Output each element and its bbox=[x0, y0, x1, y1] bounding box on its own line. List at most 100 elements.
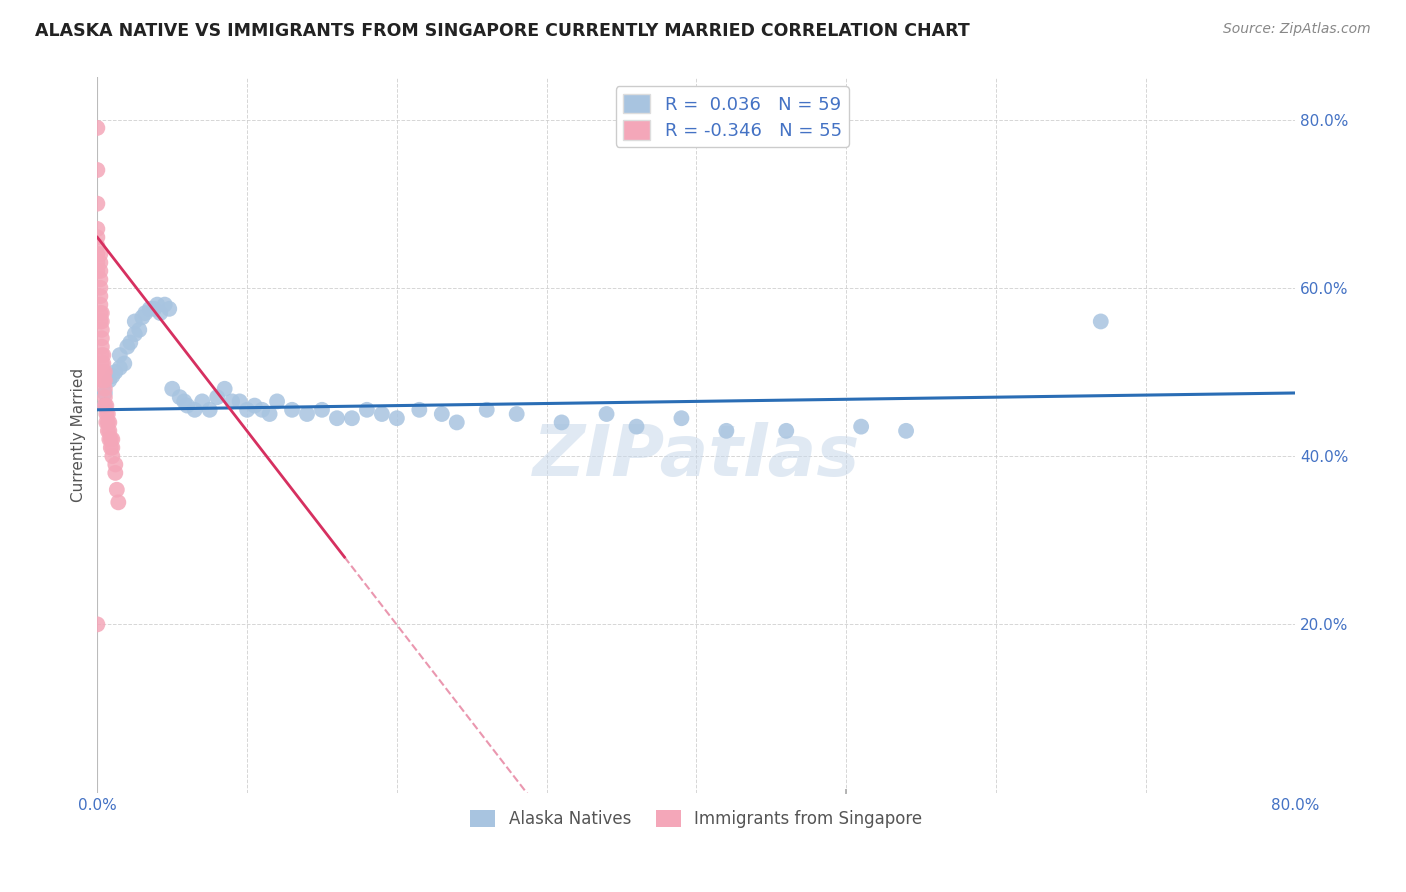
Point bbox=[146, 298, 169, 312]
Point bbox=[259, 407, 281, 421]
Point bbox=[505, 407, 527, 421]
Point bbox=[108, 348, 131, 362]
Point bbox=[340, 411, 363, 425]
Point bbox=[104, 365, 127, 379]
Point bbox=[89, 289, 111, 303]
Point bbox=[86, 255, 108, 269]
Point bbox=[93, 373, 115, 387]
Point bbox=[96, 416, 118, 430]
Point bbox=[108, 360, 131, 375]
Point bbox=[86, 617, 108, 632]
Text: Source: ZipAtlas.com: Source: ZipAtlas.com bbox=[1223, 22, 1371, 37]
Point bbox=[107, 495, 129, 509]
Text: ZIPatlas: ZIPatlas bbox=[533, 422, 860, 491]
Point bbox=[550, 416, 572, 430]
Point bbox=[89, 306, 111, 320]
Point bbox=[117, 340, 139, 354]
Point bbox=[198, 402, 221, 417]
Point bbox=[86, 238, 108, 252]
Point bbox=[243, 399, 266, 413]
Point bbox=[446, 416, 468, 430]
Point bbox=[595, 407, 617, 421]
Point bbox=[149, 306, 172, 320]
Point bbox=[86, 163, 108, 178]
Point bbox=[89, 255, 111, 269]
Point bbox=[90, 323, 112, 337]
Point bbox=[101, 432, 124, 446]
Point bbox=[326, 411, 349, 425]
Point bbox=[100, 432, 122, 446]
Point bbox=[93, 365, 115, 379]
Point bbox=[311, 402, 333, 417]
Point bbox=[86, 230, 108, 244]
Point bbox=[94, 390, 117, 404]
Text: ALASKA NATIVE VS IMMIGRANTS FROM SINGAPORE CURRENTLY MARRIED CORRELATION CHART: ALASKA NATIVE VS IMMIGRANTS FROM SINGAPO… bbox=[35, 22, 970, 40]
Point bbox=[90, 340, 112, 354]
Point bbox=[94, 382, 117, 396]
Point bbox=[626, 419, 648, 434]
Point bbox=[89, 298, 111, 312]
Point bbox=[89, 281, 111, 295]
Point bbox=[894, 424, 917, 438]
Point bbox=[266, 394, 288, 409]
Point bbox=[93, 348, 115, 362]
Point bbox=[281, 402, 304, 417]
Point bbox=[716, 424, 738, 438]
Point bbox=[86, 120, 108, 135]
Point bbox=[90, 373, 112, 387]
Point bbox=[98, 432, 121, 446]
Point bbox=[90, 331, 112, 345]
Point bbox=[89, 247, 111, 261]
Point bbox=[124, 314, 146, 328]
Point bbox=[124, 327, 146, 342]
Point bbox=[205, 390, 228, 404]
Point bbox=[89, 314, 111, 328]
Point bbox=[671, 411, 693, 425]
Point bbox=[90, 357, 112, 371]
Point bbox=[90, 306, 112, 320]
Point bbox=[1090, 314, 1112, 328]
Point bbox=[295, 407, 318, 421]
Point bbox=[143, 301, 166, 316]
Point bbox=[90, 348, 112, 362]
Point bbox=[157, 301, 180, 316]
Point bbox=[385, 411, 408, 425]
Point bbox=[104, 466, 127, 480]
Point bbox=[97, 424, 120, 438]
Point bbox=[94, 373, 117, 387]
Point bbox=[94, 399, 117, 413]
Point bbox=[90, 365, 112, 379]
Legend: Alaska Natives, Immigrants from Singapore: Alaska Natives, Immigrants from Singapor… bbox=[464, 803, 929, 834]
Point bbox=[160, 382, 183, 396]
Point bbox=[86, 247, 108, 261]
Point bbox=[98, 424, 121, 438]
Point bbox=[98, 416, 121, 430]
Point bbox=[97, 416, 120, 430]
Point bbox=[221, 394, 243, 409]
Point bbox=[128, 323, 150, 337]
Point bbox=[86, 222, 108, 236]
Point bbox=[101, 441, 124, 455]
Point bbox=[173, 394, 195, 409]
Point bbox=[475, 402, 498, 417]
Point bbox=[94, 399, 117, 413]
Point bbox=[90, 314, 112, 328]
Y-axis label: Currently Married: Currently Married bbox=[72, 368, 86, 502]
Point bbox=[214, 382, 236, 396]
Point bbox=[183, 402, 205, 417]
Point bbox=[131, 310, 153, 325]
Point bbox=[120, 335, 142, 350]
Point bbox=[134, 306, 156, 320]
Point bbox=[105, 483, 128, 497]
Point bbox=[101, 449, 124, 463]
Point bbox=[408, 402, 430, 417]
Point bbox=[94, 365, 117, 379]
Point bbox=[169, 390, 191, 404]
Point bbox=[101, 369, 124, 384]
Point bbox=[775, 424, 797, 438]
Point bbox=[93, 357, 115, 371]
Point bbox=[236, 402, 259, 417]
Point bbox=[89, 272, 111, 286]
Point bbox=[153, 298, 176, 312]
Point bbox=[430, 407, 453, 421]
